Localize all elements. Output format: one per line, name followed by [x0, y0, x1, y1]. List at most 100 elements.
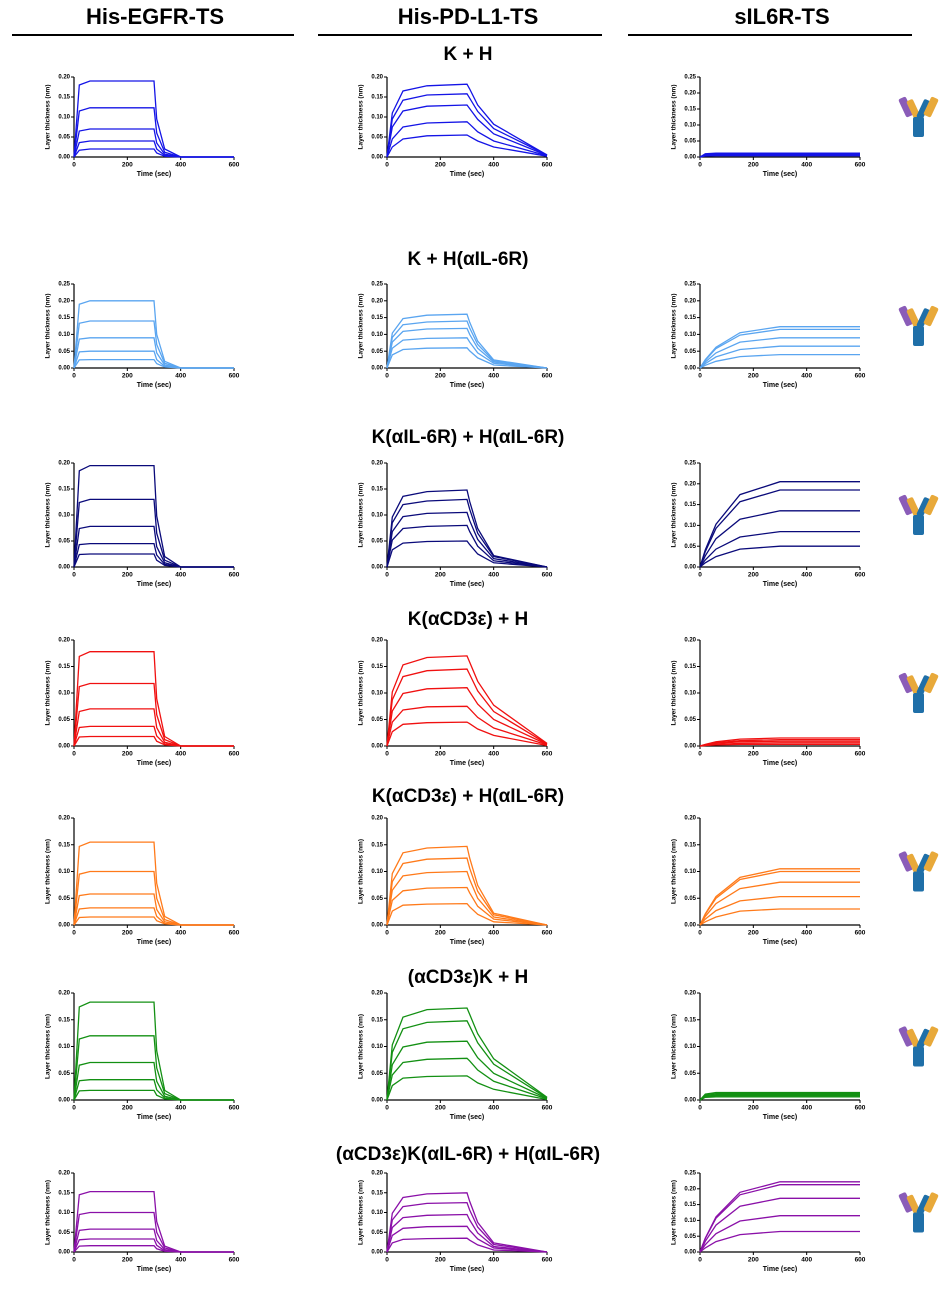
curve [386, 498, 548, 568]
x-tick-label: 600 [542, 930, 553, 937]
x-tick-label: 400 [488, 930, 499, 937]
x-tick-label: 600 [229, 162, 240, 169]
icon-arm [916, 497, 931, 518]
x-tick-label: 400 [801, 373, 812, 380]
icon-arm [916, 1028, 931, 1049]
y-tick-label: 0.20 [371, 816, 383, 822]
x-tick-label: 0 [72, 572, 76, 579]
x-axis-label: Time (sec) [763, 1114, 798, 1121]
y-axis-label: Layer thickness (nm) [358, 293, 365, 358]
x-tick-label: 0 [698, 1105, 702, 1112]
y-tick-label: 0.10 [371, 332, 383, 338]
x-tick-label: 0 [72, 162, 76, 169]
curve [386, 705, 548, 747]
x-tick-label: 600 [542, 1105, 553, 1112]
x-tick-label: 0 [385, 1257, 389, 1264]
icon-stem [913, 1212, 924, 1233]
y-tick-label: 0.15 [684, 1017, 696, 1023]
x-tick-label: 400 [801, 162, 812, 169]
x-tick-label: 200 [748, 1257, 759, 1264]
x-tick-label: 0 [72, 751, 76, 758]
antibody-icon [898, 672, 939, 713]
curve [386, 1007, 548, 1101]
y-tick-label: 0.05 [684, 349, 696, 355]
curve [699, 345, 860, 369]
x-tick-label: 0 [698, 1257, 702, 1264]
x-tick-label: 0 [385, 373, 389, 380]
x-tick-label: 200 [748, 751, 759, 758]
y-tick-label: 0.15 [684, 1202, 696, 1208]
y-tick-label: 0.15 [371, 664, 383, 670]
y-tick-label: 0.05 [371, 539, 383, 545]
y-tick-label: 0.10 [58, 115, 70, 121]
x-tick-label: 400 [801, 1257, 812, 1264]
curve [386, 1237, 548, 1253]
y-tick-label: 0.05 [371, 1071, 383, 1077]
curve [699, 737, 860, 747]
icon-arm [906, 497, 921, 518]
y-axis-label: Layer thickness (nm) [45, 293, 52, 358]
antibody-icon [898, 494, 939, 535]
y-tick-label: 0.05 [58, 1230, 70, 1236]
icon-arm [898, 1192, 914, 1213]
x-tick-label: 600 [855, 572, 866, 579]
x-tick-label: 200 [435, 930, 446, 937]
curve [699, 1095, 860, 1101]
x-tick-label: 600 [229, 373, 240, 380]
x-tick-label: 600 [542, 751, 553, 758]
y-axis-label: Layer thickness (nm) [358, 482, 365, 547]
y-tick-label: 0.15 [684, 664, 696, 670]
y-tick-label: 0.15 [58, 664, 70, 670]
curve [699, 1092, 860, 1101]
y-tick-label: 0.05 [58, 349, 70, 355]
x-tick-label: 600 [542, 572, 553, 579]
x-tick-label: 200 [122, 572, 133, 579]
x-axis-label: Time (sec) [450, 939, 485, 946]
x-axis-label: Time (sec) [450, 1266, 485, 1273]
antibody-icon [898, 851, 939, 892]
x-tick-label: 400 [175, 1105, 186, 1112]
x-tick-label: 200 [435, 751, 446, 758]
icon-arm [923, 672, 939, 694]
curve [73, 651, 234, 747]
curve [386, 1057, 548, 1101]
y-tick-label: 0.00 [58, 1250, 70, 1256]
x-tick-label: 600 [542, 162, 553, 169]
x-axis-label: Time (sec) [763, 1266, 798, 1273]
curve [386, 1201, 548, 1253]
curve [699, 545, 860, 568]
y-tick-label: 0.05 [371, 349, 383, 355]
curve [386, 540, 548, 568]
row-title: K(αCD3ε) + H [408, 609, 528, 630]
x-tick-label: 600 [855, 162, 866, 169]
icon-stem [913, 117, 924, 137]
curve [73, 1245, 234, 1253]
y-tick-label: 0.20 [58, 991, 70, 997]
x-tick-label: 400 [488, 162, 499, 169]
icon-arm [906, 853, 921, 874]
y-tick-label: 0.20 [684, 481, 696, 487]
y-axis-label: Layer thickness (nm) [671, 1180, 678, 1245]
x-tick-label: 200 [435, 162, 446, 169]
curve [386, 1075, 548, 1101]
y-tick-label: 0.05 [684, 896, 696, 902]
y-axis-label: Layer thickness (nm) [358, 1180, 365, 1245]
curve [386, 668, 548, 747]
curve [386, 93, 548, 158]
y-tick-label: 0.20 [58, 461, 70, 467]
curve [386, 721, 548, 747]
icon-arm [898, 1026, 914, 1047]
icon-arm [916, 308, 931, 329]
y-tick-label: 0.00 [58, 923, 70, 929]
column-header: His-PD-L1-TS [398, 4, 539, 29]
row-title: (αCD3ε)K + H [408, 967, 528, 988]
y-tick-label: 0.10 [371, 1044, 383, 1050]
icon-arm [923, 494, 939, 516]
x-axis-label: Time (sec) [763, 382, 798, 389]
y-tick-label: 0.25 [371, 282, 383, 288]
curve [386, 1040, 548, 1101]
icon-arm [898, 851, 914, 872]
x-tick-label: 600 [229, 751, 240, 758]
x-tick-label: 0 [385, 1105, 389, 1112]
curve [699, 1091, 860, 1101]
